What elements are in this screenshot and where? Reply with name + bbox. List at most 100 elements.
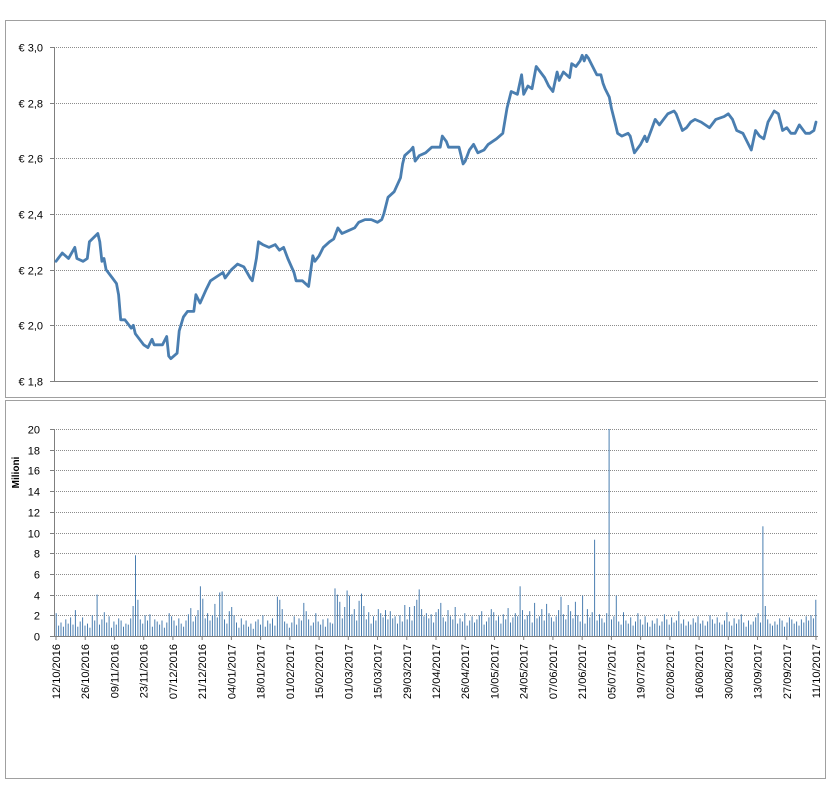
volume-bar <box>483 624 485 636</box>
volume-bar <box>495 620 497 636</box>
volume-bar <box>389 611 391 636</box>
volume-bar <box>317 621 319 636</box>
volume-bar <box>96 594 98 636</box>
volume-bar <box>692 618 694 636</box>
volume-bar <box>466 625 468 636</box>
volume-bar <box>91 615 93 636</box>
volume-bar <box>67 623 69 636</box>
volume-bar <box>541 609 543 636</box>
price-y-tick-label: € 2,6 <box>19 154 43 166</box>
volume-bar <box>303 602 305 636</box>
volume-bar <box>517 616 519 636</box>
volume-bar <box>368 612 370 636</box>
volume-bar <box>788 617 790 636</box>
volume-bar <box>135 555 136 636</box>
volume-bar <box>666 619 668 636</box>
volume-x-tick-label: 01/03/2017 <box>343 644 355 699</box>
volume-bar <box>72 624 74 636</box>
volume-bar <box>507 608 509 636</box>
volume-bar <box>130 618 132 636</box>
volume-bar <box>211 615 213 636</box>
volume-x-tick-label: 19/07/2017 <box>636 644 648 699</box>
volume-bar <box>252 628 254 636</box>
volume-bar <box>695 622 697 636</box>
volume-bar <box>118 618 120 636</box>
volume-bar <box>293 616 295 636</box>
volume-bar <box>668 624 670 636</box>
price-y-tick-label: € 2,8 <box>19 99 43 111</box>
volume-bar <box>425 613 427 636</box>
volume-bar <box>586 609 588 636</box>
volume-bar <box>697 616 699 636</box>
volume-bar <box>481 611 483 636</box>
volume-bar <box>757 613 759 636</box>
volume-x-tick-label: 05/07/2017 <box>606 644 618 699</box>
price-series-line <box>54 53 818 361</box>
volume-bar <box>767 619 769 636</box>
volume-bar <box>699 623 701 636</box>
volume-bar <box>363 606 365 636</box>
volume-bar <box>454 607 456 636</box>
volume-bar <box>312 622 314 636</box>
volume-bar <box>84 625 86 636</box>
volume-bar <box>226 623 228 636</box>
volume-bar <box>382 617 384 636</box>
volume-bar <box>656 618 658 636</box>
volume-bar <box>663 614 665 636</box>
volume-bar <box>373 616 374 636</box>
volume-x-tick-label: 10/05/2017 <box>490 644 502 699</box>
volume-bar <box>423 616 425 636</box>
volume-bar <box>245 620 247 636</box>
volume-bar <box>300 620 302 636</box>
volume-x-tick-label: 29/03/2017 <box>402 644 414 699</box>
volume-bar <box>327 618 329 636</box>
price-y-tick-label: € 1,8 <box>19 377 43 389</box>
volume-bar <box>779 618 781 636</box>
volume-bar <box>55 613 57 636</box>
volume-bar <box>339 601 341 636</box>
volume-bar <box>168 613 170 636</box>
volume-x-tick-label: 26/04/2017 <box>460 644 472 699</box>
volume-bar <box>435 612 437 636</box>
volume-bar <box>760 622 761 636</box>
volume-bar <box>548 613 550 636</box>
volume-bar <box>719 622 721 636</box>
volume-bar <box>750 624 752 636</box>
volume-bar <box>125 623 127 636</box>
volume-bar <box>459 618 461 636</box>
volume-y-tick-label: 4 <box>34 591 40 603</box>
volume-bar <box>805 616 807 636</box>
volume-x-tick-label: 26/10/2016 <box>80 644 92 699</box>
volume-bar <box>262 615 264 636</box>
volume-bar <box>334 588 336 636</box>
volume-bar <box>531 622 533 636</box>
volume-bar <box>344 607 346 636</box>
volume-bar <box>534 602 536 636</box>
volume-y-tick-label: 0 <box>34 632 40 644</box>
volume-bar <box>195 616 197 636</box>
volume-y-tick-label: 16 <box>28 466 40 478</box>
volume-y-tick-label: 18 <box>28 446 40 458</box>
volume-x-tick-label: 18/01/2017 <box>256 644 268 699</box>
volume-x-tick-label: 02/08/2017 <box>665 644 677 699</box>
volume-bar <box>279 599 281 636</box>
volume-bar <box>618 621 620 636</box>
volume-x-tick-label: 23/11/2016 <box>139 644 151 698</box>
volume-bar <box>442 617 444 636</box>
volume-bar <box>298 618 300 636</box>
volume-bar <box>553 621 555 636</box>
volume-bar <box>185 620 187 636</box>
volume-bar <box>577 615 579 636</box>
volume-x-tick-label: 21/06/2017 <box>577 644 589 699</box>
volume-bar <box>144 615 146 636</box>
volume-bar <box>808 620 810 636</box>
volume-bar <box>82 617 84 636</box>
volume-bar <box>291 622 293 636</box>
volume-bar <box>183 626 185 636</box>
volume-bar <box>769 623 771 636</box>
volume-bar <box>161 620 163 636</box>
volume-bar <box>675 620 677 636</box>
price-y-tick-label: € 2,0 <box>19 321 43 333</box>
volume-bar <box>404 605 406 636</box>
volume-bar <box>103 612 105 636</box>
